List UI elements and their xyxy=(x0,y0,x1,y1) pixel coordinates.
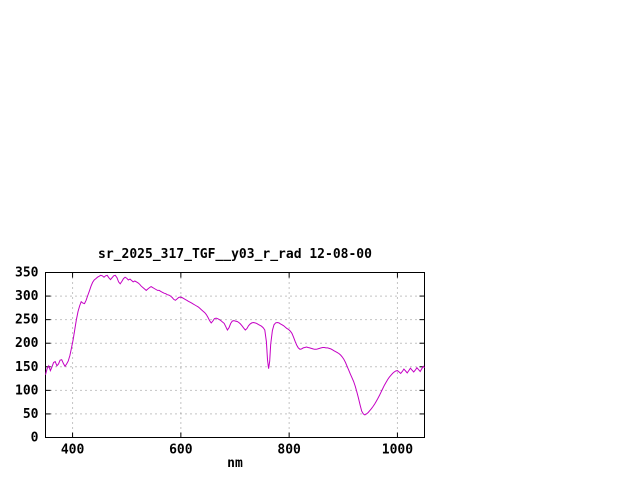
data-series-line xyxy=(45,274,425,416)
y-tick-label: 200 xyxy=(15,336,39,351)
chart-title: sr_2025_317_TGF__y03_r_rad 12-08-00 xyxy=(98,247,372,262)
x-tick-label: 400 xyxy=(61,443,85,458)
y-tick-label: 150 xyxy=(15,360,39,375)
plot-border xyxy=(45,272,425,438)
y-tick-label: 50 xyxy=(23,407,39,422)
x-tick-label: 600 xyxy=(169,443,193,458)
x-tick-label: 800 xyxy=(277,443,301,458)
y-tick-label: 300 xyxy=(15,289,39,304)
y-tick-label: 250 xyxy=(15,313,39,328)
y-tick-label: 350 xyxy=(15,266,39,281)
y-tick-label: 100 xyxy=(15,383,39,398)
x-axis-label: nm xyxy=(227,456,243,471)
y-tick-label: 0 xyxy=(31,431,39,446)
x-tick-label: 1000 xyxy=(382,443,413,458)
